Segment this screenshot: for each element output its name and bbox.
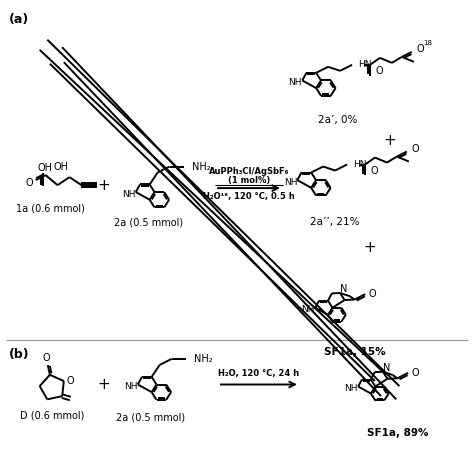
Text: NH: NH bbox=[124, 382, 137, 391]
Text: 2a (0.5 mmol): 2a (0.5 mmol) bbox=[114, 217, 183, 227]
Text: 2a’’, 21%: 2a’’, 21% bbox=[310, 217, 359, 227]
Text: O: O bbox=[417, 44, 424, 54]
Text: (a): (a) bbox=[9, 13, 29, 26]
Text: NH: NH bbox=[301, 305, 315, 314]
Text: +: + bbox=[363, 240, 376, 256]
Text: AuPPh₃Cl/AgSbF₆: AuPPh₃Cl/AgSbF₆ bbox=[209, 166, 289, 176]
Text: 2a (0.5 mmol): 2a (0.5 mmol) bbox=[116, 412, 185, 423]
Text: NH: NH bbox=[289, 78, 302, 87]
Text: O: O bbox=[412, 144, 419, 153]
Text: +: + bbox=[383, 133, 396, 148]
Text: SF1a, 89%: SF1a, 89% bbox=[367, 428, 428, 438]
Text: H₂O¹⁸, 120 °C, 0.5 h: H₂O¹⁸, 120 °C, 0.5 h bbox=[203, 192, 295, 201]
Text: O: O bbox=[411, 368, 419, 378]
Text: O: O bbox=[376, 66, 383, 76]
Text: NH₂: NH₂ bbox=[191, 162, 210, 171]
Text: 18: 18 bbox=[423, 40, 432, 46]
Text: HN: HN bbox=[358, 60, 372, 69]
Text: D (0.6 mmol): D (0.6 mmol) bbox=[20, 410, 85, 420]
Text: 1a (0.6 mmol): 1a (0.6 mmol) bbox=[16, 203, 85, 213]
Text: O: O bbox=[26, 178, 34, 188]
Text: N: N bbox=[340, 284, 348, 294]
Text: OH: OH bbox=[54, 162, 69, 172]
Text: NH: NH bbox=[122, 189, 136, 198]
Text: H₂O, 120 °C, 24 h: H₂O, 120 °C, 24 h bbox=[219, 369, 300, 378]
Text: OH: OH bbox=[37, 163, 52, 173]
Text: (1 mol%): (1 mol%) bbox=[228, 176, 270, 184]
Text: NH: NH bbox=[345, 384, 358, 393]
Text: (b): (b) bbox=[9, 347, 29, 360]
Text: O: O bbox=[368, 289, 376, 299]
Text: O: O bbox=[371, 166, 379, 176]
Text: NH₂: NH₂ bbox=[193, 354, 212, 364]
Text: +: + bbox=[97, 377, 110, 392]
Text: O: O bbox=[43, 353, 50, 363]
Text: SF1a, 15%: SF1a, 15% bbox=[324, 346, 385, 356]
Text: 2a’, 0%: 2a’, 0% bbox=[318, 115, 357, 125]
Text: O: O bbox=[67, 376, 74, 386]
Text: HN: HN bbox=[353, 160, 366, 169]
Text: N: N bbox=[383, 363, 391, 373]
Text: +: + bbox=[97, 178, 110, 193]
Text: NH: NH bbox=[283, 178, 297, 187]
